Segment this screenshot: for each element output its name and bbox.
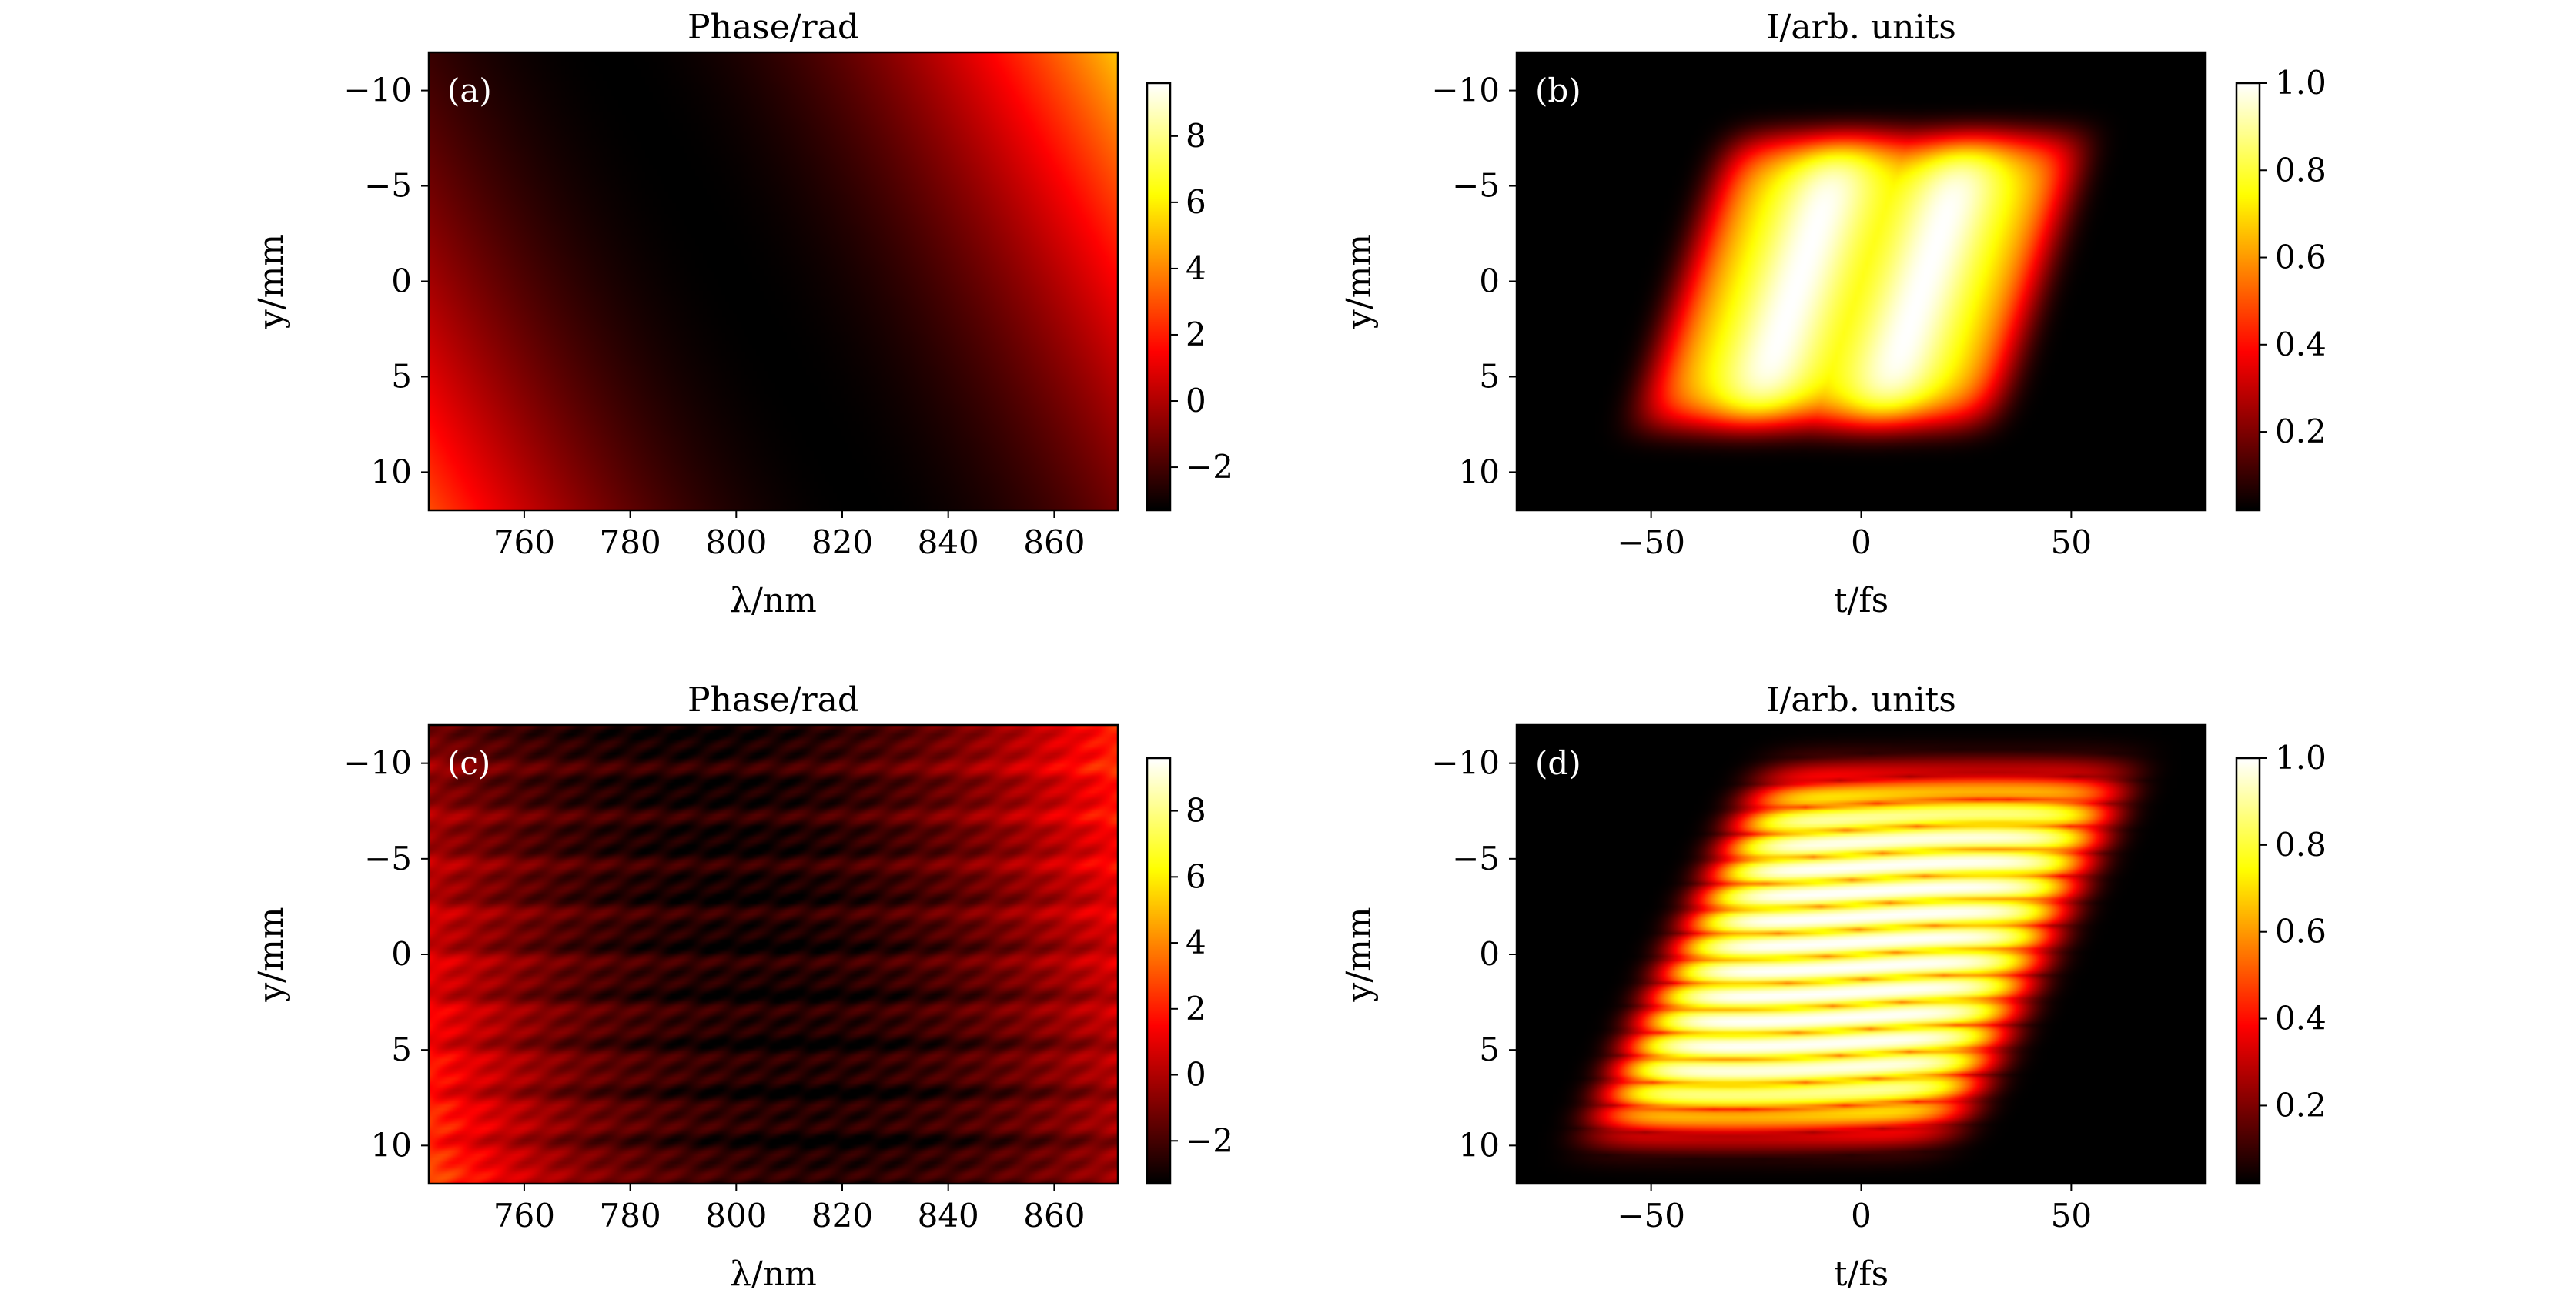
y-axis-label: y/mm	[252, 234, 291, 329]
colorbar	[2236, 83, 2260, 510]
x-tick-label: 760	[493, 523, 555, 561]
colorbar-tick-label: −2	[1186, 1121, 1233, 1159]
y-tick-label: 10	[1459, 453, 1500, 490]
x-tick-label: 0	[1851, 1197, 1872, 1235]
x-tick-label: 50	[2051, 1197, 2092, 1235]
colorbar-tick-label: 0.6	[2275, 239, 2327, 276]
x-tick-label: −50	[1617, 1197, 1685, 1235]
colorbar-tick-label: 0	[1186, 1056, 1206, 1094]
colorbar	[1147, 83, 1170, 510]
x-tick-label: 860	[1023, 1197, 1085, 1235]
x-tick-label: 800	[705, 523, 767, 561]
chart-title: I/arb. units	[1766, 680, 1956, 720]
y-tick-label: −5	[1452, 840, 1500, 877]
y-tick-label: −10	[1431, 72, 1500, 109]
y-tick-label: −5	[364, 840, 412, 877]
chart-title: Phase/rad	[687, 680, 859, 720]
y-axis-label: y/mm	[1340, 907, 1379, 1002]
colorbar-tick-label: −2	[1186, 448, 1233, 486]
x-tick-label: 800	[705, 1197, 767, 1235]
x-axis-label: λ/nm	[730, 1255, 817, 1294]
colorbar-frame	[1146, 757, 1172, 1185]
colorbar-tick-label: 6	[1186, 857, 1206, 895]
colorbar-tick-label: 0.4	[2275, 326, 2327, 363]
panel-label: (d)	[1535, 744, 1581, 782]
colorbar	[1147, 758, 1170, 1184]
panel-label: (b)	[1535, 72, 1581, 109]
x-axis-label: λ/nm	[730, 581, 817, 620]
y-tick-label: 5	[391, 357, 412, 395]
y-tick-label: 10	[1459, 1126, 1500, 1164]
colorbar-tick-label: 1.0	[2275, 64, 2327, 102]
y-tick-label: −10	[1431, 744, 1500, 782]
y-tick-label: 0	[1479, 262, 1500, 300]
colorbar-tick-label: 0	[1186, 382, 1206, 419]
colorbar-tick-label: 8	[1186, 117, 1206, 155]
y-tick-label: 5	[1479, 1031, 1500, 1068]
y-tick-label: −10	[343, 744, 412, 782]
colorbar-tick-label: 0.8	[2275, 826, 2327, 864]
x-tick-label: 780	[600, 1197, 661, 1235]
x-tick-label: 860	[1023, 523, 1085, 561]
x-tick-label: 760	[493, 1197, 555, 1235]
colorbar-tick-label: 0.2	[2275, 413, 2327, 450]
heatmap-image	[429, 52, 1118, 510]
panel-c: 760 780 800 820 840 860−10−50510Phase/radλ/nm…	[252, 680, 1233, 1294]
colorbar-tick-label: 0.2	[2275, 1086, 2327, 1124]
y-tick-label: −5	[364, 167, 412, 205]
y-tick-label: 0	[391, 262, 412, 300]
colorbar-frame	[2235, 82, 2261, 512]
y-axis-label: y/mm	[1340, 234, 1379, 329]
x-tick-label: 820	[811, 523, 873, 561]
heatmap-image	[429, 725, 1118, 1184]
colorbar-tick-label: 1.0	[2275, 739, 2327, 777]
x-tick-label: 780	[600, 523, 661, 561]
heatmap-image	[1517, 725, 2206, 1184]
y-tick-label: −5	[1452, 167, 1500, 205]
y-tick-label: 10	[371, 453, 412, 490]
x-tick-label: 820	[811, 1197, 873, 1235]
y-tick-label: 5	[1479, 357, 1500, 395]
colorbar-tick-label: 2	[1186, 316, 1206, 353]
colorbar-frame	[2235, 757, 2261, 1185]
panel-a: 760 780 800 820 840 860−10−50510Phase/radλ/nm…	[252, 8, 1233, 620]
y-tick-label: −10	[343, 72, 412, 109]
colorbar-tick-label: 4	[1186, 249, 1206, 287]
y-tick-label: 5	[391, 1031, 412, 1068]
colorbar-tick-label: 0.6	[2275, 913, 2327, 951]
y-tick-label: 10	[371, 1126, 412, 1164]
y-tick-label: 0	[391, 935, 412, 973]
chart-title: I/arb. units	[1766, 8, 1956, 47]
colorbar-tick-label: 2	[1186, 990, 1206, 1027]
colorbar-tick-label: 0.4	[2275, 1000, 2327, 1037]
colorbar-tick-label: 0.8	[2275, 151, 2327, 189]
x-tick-label: 840	[918, 523, 979, 561]
x-tick-label: 840	[918, 1197, 979, 1235]
x-tick-label: −50	[1617, 523, 1685, 561]
colorbar-frame	[1146, 82, 1172, 512]
colorbar-tick-label: 8	[1186, 792, 1206, 830]
x-tick-label: 50	[2051, 523, 2092, 561]
y-axis-label: y/mm	[252, 907, 291, 1002]
x-axis-label: t/fs	[1834, 581, 1889, 620]
chart-title: Phase/rad	[687, 8, 859, 47]
colorbar-tick-label: 4	[1186, 924, 1206, 961]
panel-label: (a)	[447, 72, 492, 109]
heatmap-image	[1517, 52, 2206, 510]
colorbar-tick-label: 6	[1186, 183, 1206, 221]
x-tick-label: 0	[1851, 523, 1872, 561]
y-tick-label: 0	[1479, 935, 1500, 973]
panel-label: (c)	[447, 744, 490, 782]
colorbar	[2236, 758, 2260, 1184]
x-axis-label: t/fs	[1834, 1255, 1889, 1294]
